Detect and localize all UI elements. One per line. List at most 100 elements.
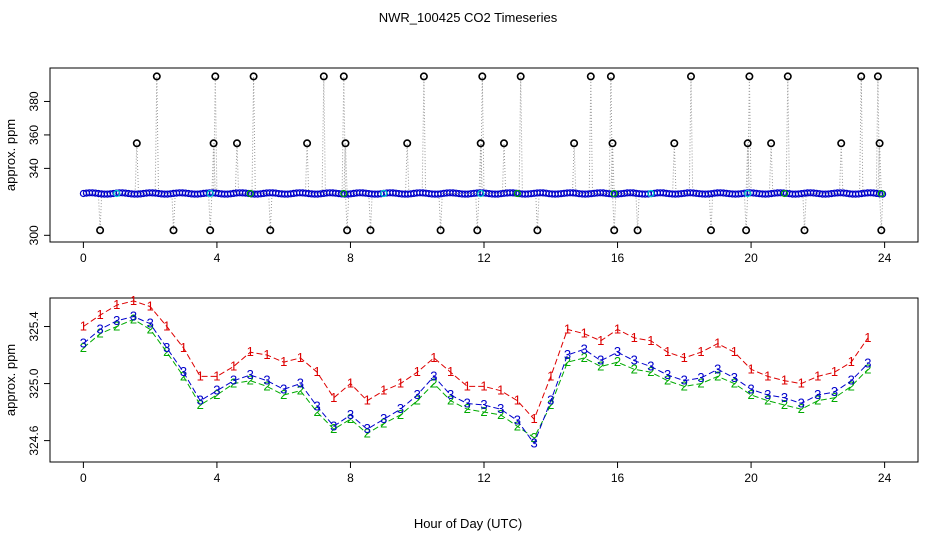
figure-title: NWR_100425 CO2 Timeseries	[379, 10, 558, 25]
series-3-marker: 3	[664, 367, 671, 382]
series-2-marker: 2	[514, 418, 521, 433]
series-2-marker: 2	[364, 426, 371, 441]
series-3-marker: 3	[631, 353, 638, 368]
series-2-marker: 2	[464, 401, 471, 416]
bottom-ytick-label: 325.0	[27, 368, 41, 398]
series-2-marker: 2	[147, 321, 154, 336]
series-1-marker: 1	[681, 350, 688, 365]
bottom-xtick-label: 16	[611, 471, 625, 485]
series-1-marker: 1	[497, 383, 504, 398]
series-1-marker: 1	[330, 390, 337, 405]
series-2-marker: 2	[798, 401, 805, 416]
series-2-marker: 2	[414, 393, 421, 408]
top-spike-point	[686, 72, 695, 81]
series-3-line	[83, 315, 869, 445]
top-xtick-label: 12	[477, 251, 491, 265]
top-spike-point	[610, 226, 619, 235]
top-xtick-label: 4	[214, 251, 221, 265]
series-3-marker: 3	[96, 321, 103, 336]
series-2-marker: 2	[397, 407, 404, 422]
series-2-marker: 2	[313, 404, 320, 419]
top-spike-point	[743, 139, 752, 148]
top-accent-point	[113, 189, 121, 198]
series-3-marker: 3	[464, 396, 471, 411]
series-2-line	[83, 318, 869, 439]
series-1-marker: 1	[731, 344, 738, 359]
top-panel-ylabel: approx. ppm	[3, 119, 18, 191]
top-spike-point	[303, 139, 312, 148]
series-3-marker: 3	[831, 384, 838, 399]
series-2-marker: 2	[747, 387, 754, 402]
series-1-marker: 1	[447, 364, 454, 379]
series-3-marker: 3	[297, 376, 304, 391]
series-2-marker: 2	[247, 373, 254, 388]
series-1-marker: 1	[664, 344, 671, 359]
series-1-marker: 1	[180, 340, 187, 355]
top-xtick-label: 0	[80, 251, 87, 265]
top-accent-point	[780, 189, 789, 198]
series-3-marker: 3	[731, 370, 738, 385]
series-3-marker: 3	[414, 387, 421, 402]
series-2-marker: 2	[831, 390, 838, 405]
top-spike-point	[206, 226, 215, 235]
series-3-marker: 3	[313, 398, 320, 413]
series-1-marker: 1	[280, 354, 287, 369]
series-1-marker: 1	[814, 368, 821, 383]
top-spike-point	[800, 226, 809, 235]
series-1-marker: 1	[464, 378, 471, 393]
top-ytick-label: 300	[27, 225, 41, 245]
series-3-marker: 3	[364, 421, 371, 436]
series-2-marker: 2	[731, 376, 738, 391]
series-2-marker: 2	[230, 376, 237, 391]
series-2-marker: 2	[96, 326, 103, 341]
series-1-marker: 1	[530, 411, 537, 426]
series-2-marker: 2	[848, 378, 855, 393]
top-ytick-label: 340	[27, 158, 41, 178]
bottom-xtick-label: 4	[214, 471, 221, 485]
top-spike-point	[169, 226, 178, 235]
series-1-marker: 1	[163, 319, 170, 334]
series-2-marker: 2	[781, 397, 788, 412]
series-3-marker: 3	[280, 381, 287, 396]
top-spike-point	[211, 72, 220, 81]
series-3-marker: 3	[347, 407, 354, 422]
series-1-marker: 1	[347, 376, 354, 391]
series-3-marker: 3	[430, 368, 437, 383]
top-xtick-label: 16	[611, 251, 625, 265]
top-spike-point	[670, 139, 679, 148]
series-2-marker: 2	[447, 393, 454, 408]
series-1-marker: 1	[581, 326, 588, 341]
series-3-marker: 3	[163, 340, 170, 355]
top-accent-point	[610, 189, 618, 198]
series-2-marker: 2	[564, 354, 571, 369]
series-3-marker: 3	[814, 387, 821, 402]
series-3-marker: 3	[647, 359, 654, 374]
top-spike-point	[209, 139, 218, 148]
bottom-ytick-label: 324.6	[27, 425, 41, 455]
top-accent-point	[477, 189, 485, 198]
series-2-marker: 2	[664, 373, 671, 388]
top-accent-point	[513, 189, 522, 198]
series-1-marker: 1	[397, 376, 404, 391]
series-2-marker: 2	[631, 361, 638, 376]
figure-xlabel: Hour of Day (UTC)	[414, 516, 522, 531]
series-1-marker: 1	[831, 364, 838, 379]
series-1-marker: 1	[313, 364, 320, 379]
top-accent-point	[206, 189, 214, 198]
top-spike-point	[343, 226, 352, 235]
series-3-marker: 3	[581, 341, 588, 356]
top-spike-point	[403, 139, 412, 148]
series-1-marker: 1	[514, 393, 521, 408]
top-spike-point	[476, 139, 485, 148]
series-2-marker: 2	[430, 376, 437, 391]
series-3-marker: 3	[597, 353, 604, 368]
top-spike-point	[767, 139, 776, 148]
top-spike-point	[132, 139, 141, 148]
top-ytick-label: 360	[27, 125, 41, 145]
top-spike-point	[499, 139, 508, 148]
series-3-marker: 3	[247, 367, 254, 382]
series-2-marker: 2	[297, 383, 304, 398]
series-3-marker: 3	[480, 397, 487, 412]
series-2-marker: 2	[330, 421, 337, 436]
